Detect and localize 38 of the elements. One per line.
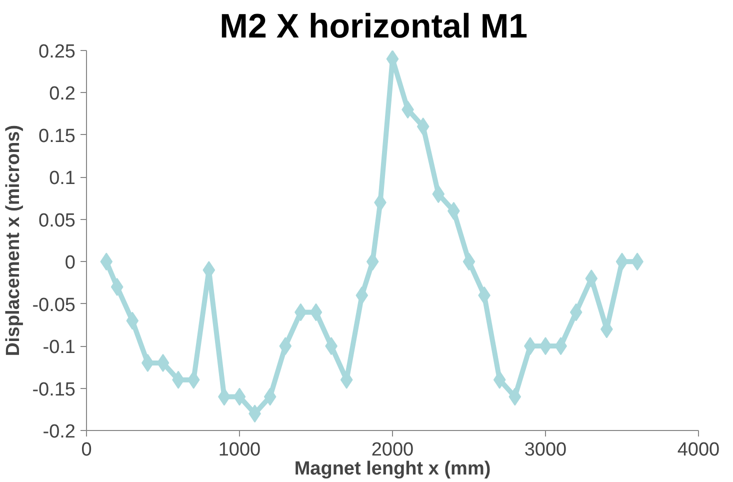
y-tick-label: 0.05 — [38, 210, 76, 232]
y-tick-label: 0.2 — [49, 84, 76, 105]
point — [110, 278, 124, 296]
y-tick-label: -0.05 — [32, 294, 76, 316]
point — [366, 252, 379, 271]
point — [432, 185, 445, 204]
y-axis-title: Displacement x (microns) — [3, 124, 24, 356]
point — [585, 270, 598, 288]
point — [310, 303, 322, 322]
point — [126, 312, 139, 330]
chart-title: M2 X horizontal M1 — [220, 8, 528, 46]
point — [279, 337, 292, 356]
y-tick-label: 0.1 — [49, 168, 76, 190]
point — [356, 286, 368, 304]
point — [264, 388, 276, 406]
point — [508, 388, 522, 406]
point — [156, 354, 170, 372]
x-tick-label: 0 — [81, 440, 92, 460]
y-tick-label: -0.1 — [42, 337, 76, 358]
point — [539, 337, 552, 356]
x-tick-label: 4000 — [677, 440, 720, 460]
x-axis-title: Magnet lenght x (mm) — [294, 458, 491, 480]
point — [462, 252, 476, 271]
y-tick-label: 0.15 — [38, 126, 76, 147]
x-tick-label: 1000 — [218, 440, 261, 460]
y-tick-label: -0.15 — [32, 379, 76, 400]
x-tick-label: 3000 — [524, 440, 567, 460]
point — [187, 370, 200, 389]
point — [493, 370, 506, 389]
point — [616, 252, 628, 271]
y-tick-label: -0.2 — [42, 422, 76, 442]
x-tick-label: 2000 — [371, 440, 414, 460]
point — [416, 118, 430, 136]
y-tick-label: 0.25 — [38, 42, 76, 62]
y-tick-label: 0 — [64, 252, 76, 274]
point — [100, 252, 113, 271]
point — [570, 303, 582, 322]
point — [233, 388, 246, 406]
